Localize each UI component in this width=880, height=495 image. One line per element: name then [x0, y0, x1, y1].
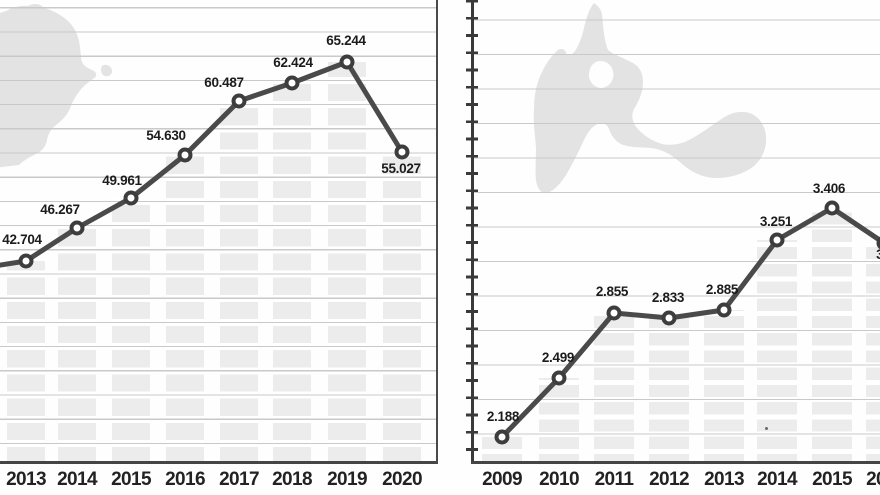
- line-series-right: [494, 200, 880, 445]
- x-axis-right: [471, 461, 880, 464]
- data-label: 42.704: [2, 232, 42, 247]
- data-label: 55.027: [381, 161, 421, 176]
- data-label: 3.251: [759, 214, 793, 229]
- data-label: 49.961: [102, 173, 142, 188]
- series-line: [0, 59, 405, 268]
- x-tick-label: 2016: [165, 469, 205, 490]
- x-tick-label: 2015: [812, 469, 852, 490]
- x-tick-label: 2013: [704, 469, 744, 490]
- stray-dot: [765, 427, 768, 430]
- x-tick-label: 2020: [382, 469, 422, 490]
- data-label: 3.2: [876, 247, 880, 262]
- data-label: 60.487: [204, 75, 244, 90]
- panel-divider: [436, 0, 438, 464]
- line-series-left: [0, 54, 410, 269]
- data-label: 54.630: [146, 128, 186, 143]
- x-tick-label: 2009: [482, 469, 522, 490]
- data-label: 2.885: [705, 282, 739, 297]
- series-markers: [18, 54, 410, 269]
- x-tick-label: 2018: [272, 469, 312, 490]
- x-axis-left: [0, 461, 438, 464]
- series-line: [500, 205, 880, 439]
- x-tick-label: 2016: [866, 469, 880, 490]
- data-label: 2.833: [651, 290, 685, 305]
- y-axis-right: [471, 0, 474, 464]
- x-tick-label: 2019: [327, 469, 367, 490]
- data-label: 46.267: [40, 202, 80, 217]
- x-tick-label: 2010: [539, 469, 579, 490]
- data-label: 2.499: [541, 350, 575, 365]
- series-markers: [494, 200, 880, 445]
- x-tick-label: 2012: [649, 469, 689, 490]
- x-tick-label: 2017: [219, 469, 259, 490]
- data-label: 2.188: [486, 409, 520, 424]
- x-tick-label: 2015: [111, 469, 151, 490]
- x-tick-label: 2014: [57, 469, 97, 490]
- x-tick-label: 2013: [6, 469, 46, 490]
- x-tick-label: 2011: [594, 469, 634, 490]
- gridlines-right: [474, 0, 880, 462]
- data-label: 62.424: [273, 55, 313, 70]
- data-label: 65.244: [326, 33, 366, 48]
- data-label: 3.406: [812, 181, 846, 196]
- x-tick-label: 2014: [757, 469, 797, 490]
- data-label: 2.855: [595, 284, 629, 299]
